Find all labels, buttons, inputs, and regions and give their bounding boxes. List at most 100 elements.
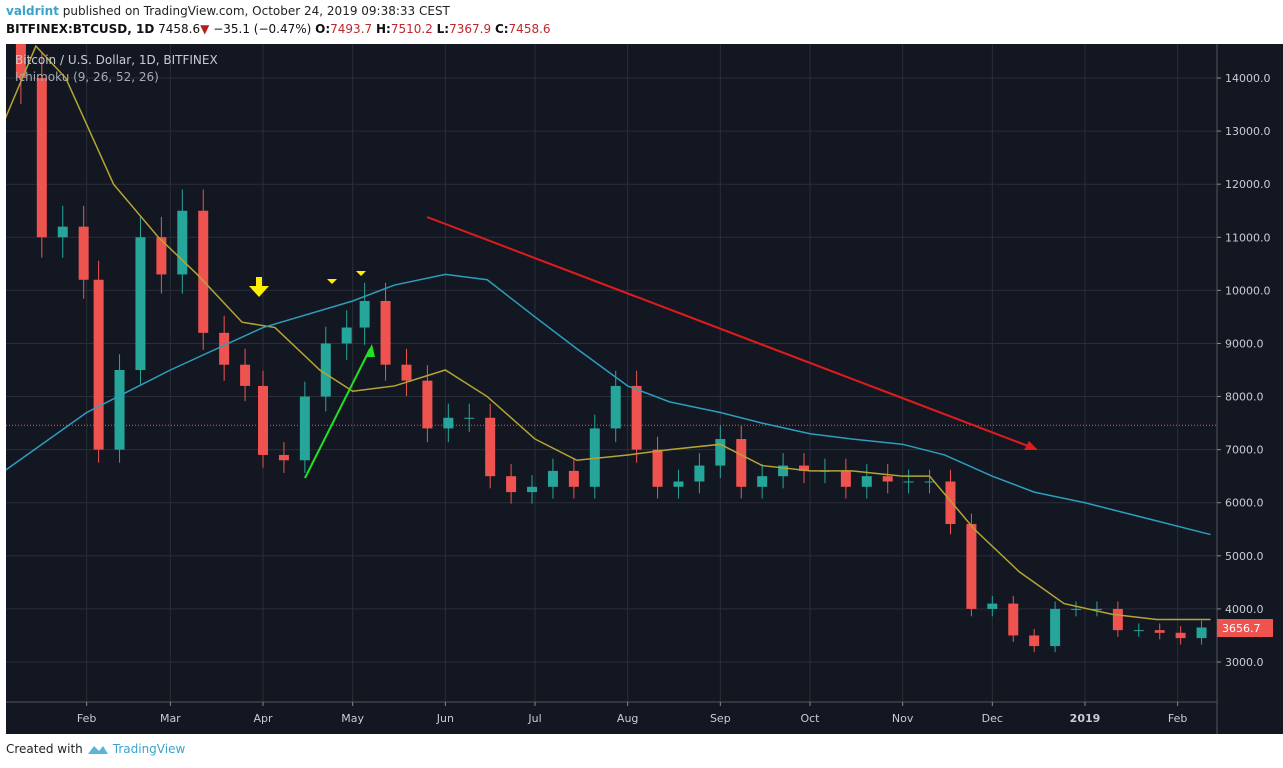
candle-up xyxy=(443,417,454,429)
candle-up xyxy=(861,476,872,487)
candle-down xyxy=(198,210,209,333)
y-tick-label: 13000.0 xyxy=(1225,125,1271,138)
candle-up xyxy=(114,370,125,450)
y-tick-label: 3000.0 xyxy=(1225,656,1264,669)
current-price-badge: 3656.7 xyxy=(1217,619,1273,637)
candle-up xyxy=(341,327,352,344)
green-arrowhead-icon xyxy=(365,344,375,357)
green-arrow[interactable] xyxy=(304,348,371,479)
candle-up xyxy=(715,439,726,466)
x-tick-label: Sep xyxy=(710,712,731,725)
candle-up xyxy=(359,300,370,328)
close-label: C: xyxy=(494,22,509,36)
x-tick-label: Jul xyxy=(527,712,541,725)
created-with-text: Created with xyxy=(6,742,83,756)
candle-up xyxy=(757,476,768,487)
candle-up xyxy=(673,481,684,487)
y-tick-label: 11000.0 xyxy=(1225,231,1271,244)
candle-up xyxy=(547,470,558,487)
red-trend-arrow[interactable] xyxy=(426,216,1037,450)
marker-triangle-icon xyxy=(356,271,366,276)
candle-up xyxy=(135,237,146,371)
marker-triangle-icon xyxy=(327,279,337,284)
high-value: 7510.2 xyxy=(390,22,433,36)
candle-up xyxy=(903,481,914,483)
price-chart[interactable]: 3000.0 4000.0 5000.0 6000.0 7000.0 8000.0 9000… xyxy=(6,44,1283,734)
close-value: 7458.6 xyxy=(508,22,551,36)
red-arrowhead-icon xyxy=(1024,441,1038,450)
candle-up xyxy=(527,486,538,493)
open-label: O: xyxy=(315,22,331,36)
candle-up xyxy=(57,226,68,238)
publish-info: valdrint published on TradingView.com, O… xyxy=(6,4,450,18)
candle-down xyxy=(1112,608,1123,631)
candle-down xyxy=(278,454,289,461)
x-tick-label: Feb xyxy=(77,712,96,725)
x-tick-label: Nov xyxy=(892,712,914,725)
drawings xyxy=(249,216,1038,479)
candle-down xyxy=(1154,630,1165,633)
candle-down xyxy=(258,385,269,455)
candle-down xyxy=(1175,632,1186,639)
y-tick-label: 14000.0 xyxy=(1225,72,1271,85)
candle-down xyxy=(380,300,391,365)
tradingview-link[interactable]: TradingView xyxy=(112,742,186,756)
grid xyxy=(6,44,1217,702)
candle-up xyxy=(778,465,789,477)
yellow-indicator-line xyxy=(6,44,1211,621)
candle-down xyxy=(840,470,851,487)
candle-up xyxy=(464,417,475,419)
y-tick-label: 10000.0 xyxy=(1225,284,1271,297)
published-text: published on TradingView.com, October 24… xyxy=(62,4,450,18)
x-tick-label: 2019 xyxy=(1070,712,1101,725)
y-tick-label: 6000.0 xyxy=(1225,497,1264,510)
candle-up xyxy=(299,396,310,461)
indicator-legend[interactable]: Ichimoku (9, 26, 52, 26) xyxy=(15,70,159,84)
candle-down xyxy=(652,449,663,487)
y-tick-label: 8000.0 xyxy=(1225,391,1264,404)
x-tick-label: Apr xyxy=(253,712,273,725)
candle-down xyxy=(1008,603,1019,636)
down-triangle-icon: ▼ xyxy=(200,22,210,36)
symbol: BITFINEX:BTCUSD, 1D xyxy=(6,22,155,36)
x-tick-label: Mar xyxy=(160,712,181,725)
candle-down xyxy=(93,279,104,450)
high-label: H: xyxy=(375,22,391,36)
x-axis-labels: Feb Mar Apr May Jun Jul Aug Sep Oct Nov Dec 2019 Feb xyxy=(77,702,1187,725)
candle-down xyxy=(631,385,642,450)
y-tick-label: 7000.0 xyxy=(1225,444,1264,457)
candle-up xyxy=(694,465,705,482)
candle-up xyxy=(1196,627,1207,639)
x-tick-label: Feb xyxy=(1168,712,1187,725)
candle-down xyxy=(422,380,433,429)
ohlc-bar: BITFINEX:BTCUSD, 1D 7458.6▼ −35.1 (−0.47… xyxy=(6,22,551,36)
candle-down xyxy=(736,439,747,487)
candle-down xyxy=(240,364,251,386)
candle-down xyxy=(1029,635,1040,647)
candle-up xyxy=(987,603,998,609)
blue-indicator-line xyxy=(6,273,1211,536)
current-price-label: 3656.7 xyxy=(1222,622,1261,635)
candle-down xyxy=(36,78,47,238)
candle-up xyxy=(610,385,621,429)
author-link[interactable]: valdrint xyxy=(6,4,59,18)
y-axis-labels: 3000.0 4000.0 5000.0 6000.0 7000.0 8000.0 9000… xyxy=(1217,72,1271,669)
y-tick-label: 4000.0 xyxy=(1225,603,1264,616)
candle-up xyxy=(1050,608,1061,647)
open-value: 7493.7 xyxy=(330,22,373,36)
yellow-down-arrow-icon xyxy=(249,277,269,297)
candle-down xyxy=(485,417,496,477)
x-tick-label: May xyxy=(341,712,364,725)
candle-down xyxy=(219,332,230,365)
x-tick-label: Oct xyxy=(800,712,820,725)
candle-down xyxy=(945,481,956,524)
footer: Created with TradingView xyxy=(6,742,185,756)
low-value: 7367.9 xyxy=(449,22,492,36)
y-tick-label: 12000.0 xyxy=(1225,178,1271,191)
x-tick-label: Dec xyxy=(982,712,1003,725)
low-label: L: xyxy=(436,22,450,36)
candle-down xyxy=(156,237,167,275)
y-tick-label: 9000.0 xyxy=(1225,337,1264,350)
plot-area xyxy=(6,44,1217,653)
candle-down xyxy=(506,476,517,493)
